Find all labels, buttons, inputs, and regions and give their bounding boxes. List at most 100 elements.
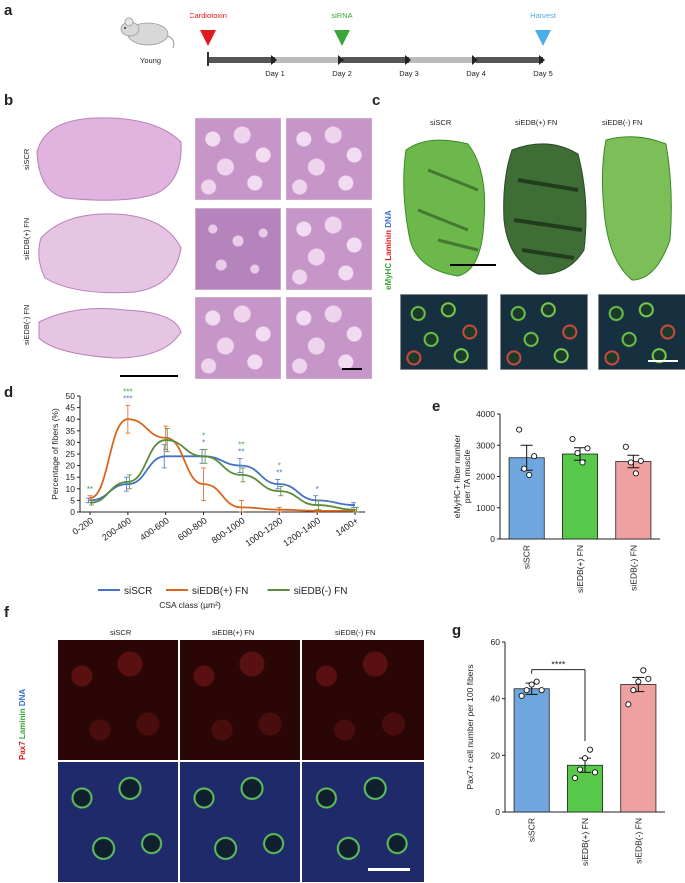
y-axis-label: Pax7+ cell number per 100 fibers [465, 665, 475, 790]
series-line-1 [89, 455, 356, 506]
data-point [640, 667, 647, 674]
y-tick-label: 1000 [476, 503, 495, 513]
data-point [516, 426, 523, 433]
if-section-1 [403, 139, 486, 277]
if-section-scale-bar [450, 264, 496, 266]
mouse-label: Young [140, 56, 161, 65]
y-tick-label: 0 [490, 534, 495, 544]
data-point [630, 687, 637, 694]
data-point [571, 774, 579, 782]
x-tick-label: 600-800 [176, 515, 209, 542]
y-axis-label: Percentage of fibers (%) [50, 408, 60, 500]
stain-laminin: Laminin [384, 229, 393, 261]
data-point [581, 755, 589, 762]
event-arrow-icon [334, 30, 350, 46]
day-label: Day 5 [533, 69, 553, 78]
timeline-arrow [338, 55, 344, 65]
timeline-segment [342, 57, 409, 63]
data-point [586, 746, 594, 753]
legend-entry: siEDB(-) FN [294, 586, 348, 597]
pax7-col-label-1: siSCR [110, 628, 132, 637]
he-tile-2-2 [286, 208, 372, 290]
timeline-arrow [271, 55, 277, 65]
legend-entry: siEDB(+) FN [192, 586, 248, 597]
data-point [521, 465, 528, 472]
x-tick-label: 200-400 [100, 515, 133, 542]
if-section-3 [601, 136, 672, 281]
data-point [625, 701, 632, 708]
data-point [584, 445, 591, 452]
he-tile-3-1 [195, 297, 281, 379]
y-tick-label: 45 [66, 403, 76, 413]
x-tick-label: siSCR [522, 545, 532, 569]
day-label: Day 2 [332, 69, 352, 78]
x-tick-label: 1400+ [334, 515, 360, 538]
data-point [528, 681, 535, 688]
x-tick-label: siSCR [527, 818, 537, 842]
x-tick-label: siEDB(-) FN [633, 818, 643, 864]
bar-2 [562, 453, 599, 540]
data-point [523, 687, 530, 694]
x-tick-label: 1200-1400 [281, 515, 322, 548]
pax7-bar-chart: 0 20 40 60 Pax7+ cell number per 100 fibers s… [465, 637, 665, 866]
if-tile-2 [500, 294, 588, 370]
y-tick-label: 2000 [476, 472, 495, 482]
data-point [576, 766, 584, 773]
x-axis-label: CSA class (µm²) [159, 600, 221, 610]
data-point [622, 443, 629, 450]
x-tick-label: 400-600 [138, 515, 171, 542]
he-scale-bar [120, 375, 178, 377]
emyhc-fiber-bar-chart: 0 1000 2000 3000 4000 eMyHC+ fiber number per … [452, 409, 660, 593]
if-tile-scale-bar [648, 360, 678, 362]
stain-pax7: Pax7 [18, 741, 27, 760]
data-point [591, 769, 599, 776]
legend-entry: siSCR [124, 586, 152, 597]
significance-mark: ** [238, 441, 244, 450]
y-tick-label: 60 [491, 637, 501, 647]
significance-mark: **** [551, 660, 566, 670]
he-row-label-1: siSCR [22, 148, 31, 170]
pax7-col-label-2: siEDB(+) FN [212, 628, 255, 637]
bar-1 [508, 457, 545, 540]
he-section-3 [38, 308, 182, 359]
data-point [635, 678, 642, 685]
data-point [579, 459, 586, 466]
significance-mark: ** [276, 469, 282, 478]
y-axis-label-2: per TA muscle [462, 449, 472, 503]
significance-mark: *** [123, 394, 132, 403]
he-tile-2-1 [195, 208, 281, 290]
stain-laminin-f: Laminin [18, 708, 27, 740]
series-line-3 [89, 439, 356, 511]
significance-mark: *** [123, 387, 132, 396]
y-tick-label: 3000 [476, 440, 495, 450]
y-tick-label: 15 [66, 472, 76, 482]
timeline-arrow [405, 55, 411, 65]
significance-mark: ** [87, 485, 93, 494]
timeline-start-tick [207, 52, 209, 66]
if-col-label-3: siEDB(-) FN [602, 118, 643, 127]
timeline-segment [275, 57, 342, 63]
if-tile-3 [598, 294, 685, 370]
day-label: Day 1 [265, 69, 285, 78]
data-point [518, 692, 525, 699]
pax7-tile-2 [180, 640, 300, 760]
x-tick-label: 800-1000 [210, 515, 247, 545]
data-point [632, 470, 639, 477]
y-tick-label: 40 [491, 694, 501, 704]
y-tick-label: 0 [70, 507, 75, 517]
stain-emyhc: eMyHC [384, 262, 393, 290]
significance-mark: ** [238, 448, 244, 457]
he-section-1 [36, 117, 182, 201]
data-point [531, 453, 538, 460]
x-tick-label: 1000-1200 [243, 515, 284, 548]
data-point [627, 459, 634, 466]
y-axis-label: eMyHC+ fiber number [452, 435, 462, 519]
pax7-tile-3 [302, 640, 424, 760]
he-row-label-3: siEDB(-) FN [22, 304, 31, 345]
data-point [526, 471, 533, 478]
y-tick-label: 35 [66, 426, 76, 436]
event-label: Harvest [530, 11, 557, 20]
significance-mark: * [278, 462, 281, 471]
significance-mark: * [316, 485, 319, 494]
mouse-icon [120, 17, 175, 49]
